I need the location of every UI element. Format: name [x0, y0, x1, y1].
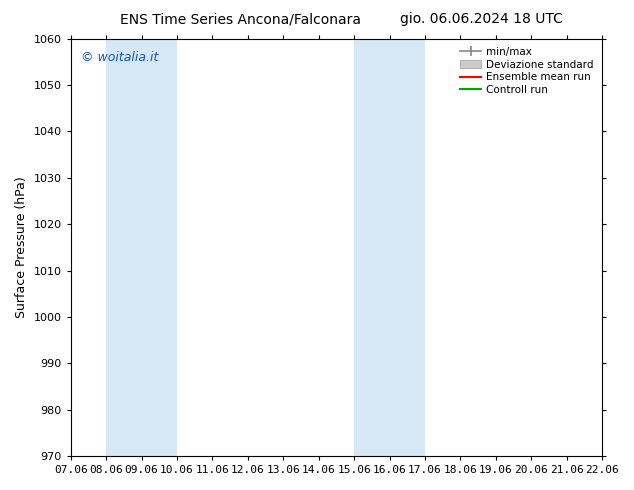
Bar — [389, 39, 425, 456]
Bar — [106, 39, 141, 456]
Y-axis label: Surface Pressure (hPa): Surface Pressure (hPa) — [15, 176, 28, 318]
Legend: min/max, Deviazione standard, Ensemble mean run, Controll run: min/max, Deviazione standard, Ensemble m… — [457, 44, 597, 98]
Bar — [602, 39, 634, 456]
Bar — [354, 39, 389, 456]
Text: ENS Time Series Ancona/Falconara: ENS Time Series Ancona/Falconara — [120, 12, 361, 26]
Text: gio. 06.06.2024 18 UTC: gio. 06.06.2024 18 UTC — [401, 12, 563, 26]
Bar — [141, 39, 177, 456]
Text: © woitalia.it: © woitalia.it — [81, 51, 158, 64]
